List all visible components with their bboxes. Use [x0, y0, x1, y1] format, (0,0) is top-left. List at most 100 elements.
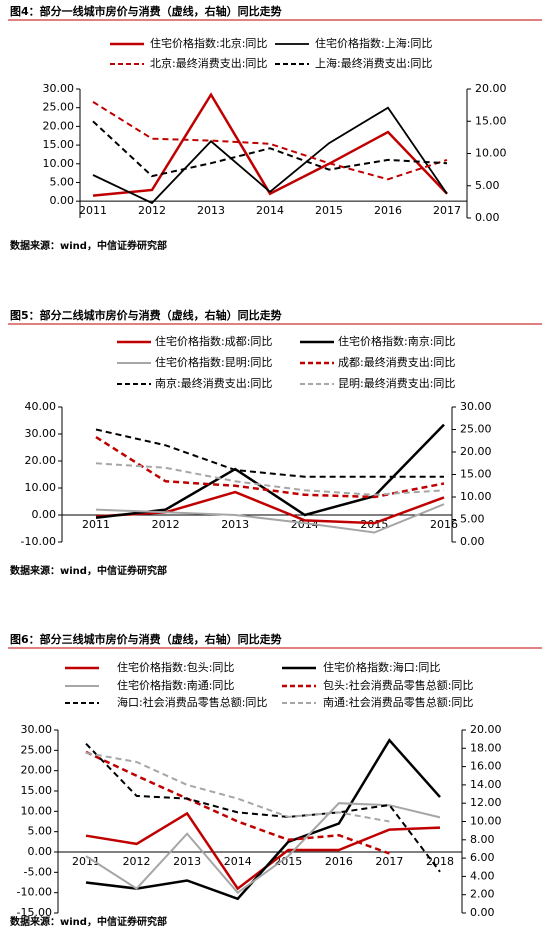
y2-tick-label: 12.00 [470, 796, 502, 809]
series-line [85, 751, 390, 823]
y2-tick-label: 4.00 [470, 869, 495, 882]
y-tick-label: 20.00 [43, 119, 75, 132]
legend-label: 北京:最终消费支出:同比 [150, 56, 267, 70]
x-tick-label: 2013 [173, 855, 201, 868]
y2-tick-label: 0.00 [460, 535, 485, 548]
series-line [92, 120, 448, 178]
y2-tick-label: 15.00 [460, 468, 492, 481]
y2-tick-label: 20.00 [470, 723, 502, 736]
series-line [85, 802, 441, 895]
y-tick-label: 10.00 [25, 481, 57, 494]
x-tick-label: 2013 [197, 204, 225, 217]
y2-tick-label: 8.00 [470, 833, 495, 846]
legend-label: 住宅价格指数:上海:同比 [315, 36, 432, 50]
series-line [85, 738, 441, 901]
y2-tick-label: 20.00 [460, 445, 492, 458]
y2-tick-label: 25.00 [460, 423, 492, 436]
x-tick-label: 2012 [123, 855, 151, 868]
legend-label: 住宅价格指数:南通:同比 [117, 678, 234, 692]
legend-label: 上海:最终消费支出:同比 [315, 56, 432, 70]
source-note: 数据来源：wind，中信证券研究部 [10, 915, 167, 928]
legend-label: 海口:社会消费品零售总额:同比 [117, 695, 267, 709]
y-tick-label: 0.00 [28, 845, 53, 858]
y2-tick-label: 0.00 [475, 211, 500, 224]
x-tick-label: 2011 [79, 204, 107, 217]
x-tick-label: 2012 [152, 518, 180, 531]
y2-tick-label: 5.00 [460, 513, 485, 526]
source-note: 数据来源：wind，中信证券研究部 [10, 239, 167, 252]
legend-label: 住宅价格指数:南京:同比 [338, 334, 455, 348]
legend-label: 成都:最终消费支出:同比 [338, 355, 455, 369]
y2-tick-label: 15.00 [475, 114, 507, 127]
x-tick-label: 2018 [426, 855, 454, 868]
series-line [85, 743, 441, 873]
y-tick-label: -10.00 [21, 535, 56, 548]
legend-label: 住宅价格指数:昆明:同比 [155, 355, 272, 369]
legend-label: 昆明:最终消费支出:同比 [338, 376, 455, 390]
y-tick-label: 10.00 [21, 804, 53, 817]
x-tick-label: 2014 [224, 855, 252, 868]
y-tick-label: -10.00 [17, 886, 52, 899]
y2-tick-label: 10.00 [475, 147, 507, 160]
y2-tick-label: 0.00 [470, 906, 495, 919]
chart-title: 图4：部分一线城市房价与消费（虚线，右轴）同比走势 [10, 4, 282, 18]
y-tick-label: 25.00 [43, 101, 75, 114]
series-line [95, 462, 445, 496]
source-note: 数据来源：wind，中信证券研究部 [10, 564, 167, 577]
y-tick-label: 15.00 [43, 138, 75, 151]
y-tick-label: 30.00 [43, 82, 75, 95]
y-tick-label: 15.00 [21, 784, 53, 797]
series-line [92, 101, 448, 181]
y-tick-label: -15.00 [17, 906, 52, 919]
chart-title: 图6：部分三线城市房价与消费（虚线，右轴）同比走势 [10, 632, 282, 646]
x-tick-label: 2014 [256, 204, 284, 217]
x-tick-label: 2012 [138, 204, 166, 217]
y-tick-label: 25.00 [21, 743, 53, 756]
y-tick-label: 0.00 [50, 194, 75, 207]
y2-tick-label: 10.00 [470, 815, 502, 828]
legend-label: 包头:社会消费品零售总额:同比 [323, 678, 473, 692]
y2-tick-label: 2.00 [470, 888, 495, 901]
y-tick-label: -5.00 [24, 865, 52, 878]
series-line [95, 428, 444, 478]
y2-tick-label: 10.00 [460, 490, 492, 503]
x-tick-label: 2016 [374, 204, 402, 217]
x-tick-label: 2011 [82, 518, 110, 531]
series-line [85, 811, 441, 891]
y2-tick-label: 18.00 [470, 741, 502, 754]
x-tick-label: 2016 [325, 855, 353, 868]
y-tick-label: 5.00 [50, 175, 75, 188]
y2-tick-label: 6.00 [470, 851, 495, 864]
legend-label: 住宅价格指数:海口:同比 [323, 660, 440, 674]
chart-title: 图5：部分二线城市房价与消费（虚线，右轴）同比走势 [10, 308, 282, 322]
x-tick-label: 2011 [72, 855, 100, 868]
x-tick-label: 2017 [375, 855, 403, 868]
y-tick-label: 20.00 [21, 764, 53, 777]
y-tick-label: 0.00 [32, 508, 57, 521]
y2-tick-label: 16.00 [470, 760, 502, 773]
y-tick-label: 30.00 [25, 427, 57, 440]
legend-label: 南通:社会消费品零售总额:同比 [323, 695, 473, 709]
x-tick-label: 2016 [430, 518, 458, 531]
legend-label: 住宅价格指数:北京:同比 [150, 36, 267, 50]
y2-tick-label: 14.00 [470, 778, 502, 791]
series-line [95, 490, 445, 525]
y-tick-label: 40.00 [25, 400, 57, 413]
legend-label: 住宅价格指数:包头:同比 [117, 660, 234, 674]
legend-label: 南京:最终消费支出:同比 [155, 376, 272, 390]
series-line [95, 503, 445, 534]
x-tick-label: 2015 [315, 204, 343, 217]
y-tick-label: 20.00 [25, 454, 57, 467]
x-tick-label: 2013 [221, 518, 249, 531]
series-line [92, 92, 448, 197]
legend-label: 住宅价格指数:成都:同比 [155, 334, 272, 348]
x-tick-label: 2017 [433, 204, 461, 217]
series-line [85, 750, 390, 855]
x-tick-label: 2015 [274, 855, 302, 868]
y2-tick-label: 30.00 [460, 400, 492, 413]
y2-tick-label: 20.00 [475, 82, 507, 95]
y-tick-label: 10.00 [43, 157, 75, 170]
y-tick-label: 5.00 [28, 825, 53, 838]
